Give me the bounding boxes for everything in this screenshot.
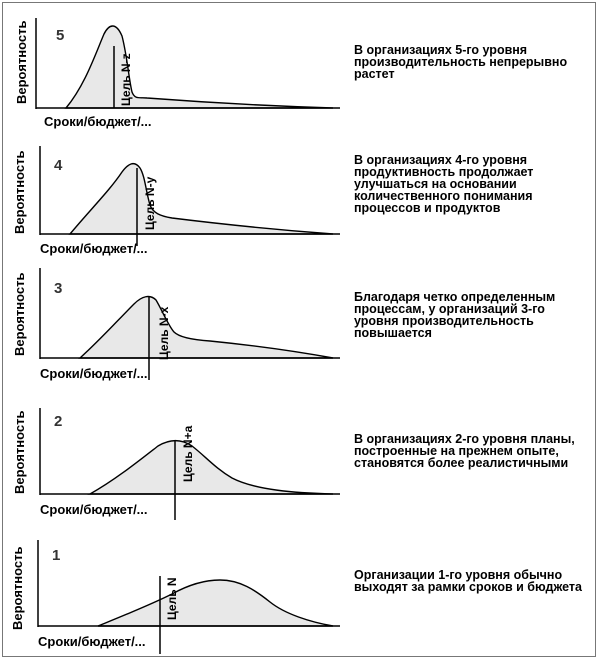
description-level-1: Организации 1-го уровня обычно выходят з… — [354, 568, 583, 594]
goal-label-2: Цель N+a — [181, 425, 195, 482]
panel-level-3: 3 Вероятность Сроки/бюджет/... Цель N-x — [12, 268, 340, 381]
y-axis-label-1: Вероятность — [10, 547, 25, 631]
x-axis-label-2: Сроки/бюджет/... — [40, 502, 148, 517]
goal-label-1: Цель N — [165, 577, 179, 620]
level-number-2: 2 — [54, 413, 62, 430]
level-number-4: 4 — [54, 157, 63, 174]
x-axis-label-3: Сроки/бюджет/... — [40, 366, 148, 381]
goal-label-4: Цель N-y — [143, 176, 157, 230]
x-axis-label-4: Сроки/бюджет/... — [40, 241, 148, 256]
x-axis-label-1: Сроки/бюджет/... — [38, 634, 146, 649]
goal-label-5: Цель N-z — [119, 53, 133, 106]
description-level-2: В организациях 2-го уровня планы, постро… — [354, 432, 575, 470]
panel-level-4: 4 Вероятность Сроки/бюджет/... Цель N-y — [12, 146, 340, 256]
distribution-curve-3 — [78, 295, 334, 359]
y-axis-label-3: Вероятность — [12, 273, 27, 357]
y-axis-label-2: Вероятность — [12, 411, 27, 495]
description-level-5: В организациях 5-го уровня производитель… — [354, 43, 568, 81]
distribution-curve-5 — [64, 25, 334, 109]
y-axis-label-5: Вероятность — [14, 21, 29, 105]
panel-level-5: 5 Вероятность Сроки/бюджет/... Цель N-z — [14, 18, 340, 129]
y-axis-label-4: Вероятность — [12, 151, 27, 235]
level-number-5: 5 — [56, 27, 64, 44]
distribution-curve-1 — [97, 579, 334, 627]
panel-level-2: 2 Вероятность Сроки/бюджет/... Цель N+a — [12, 408, 340, 520]
panel-level-1: 1 Вероятность Сроки/бюджет/... Цель N — [10, 540, 340, 654]
goal-label-3: Цель N-x — [157, 306, 171, 360]
level-number-3: 3 — [54, 280, 62, 297]
distribution-curve-4 — [68, 162, 334, 235]
description-level-3: Благодаря четко определенным процессам, … — [354, 290, 556, 340]
distribution-curve-2 — [87, 440, 334, 495]
description-level-4: В организациях 4-го уровня продуктивност… — [354, 153, 534, 215]
level-number-1: 1 — [52, 547, 60, 564]
x-axis-label-5: Сроки/бюджет/... — [44, 114, 152, 129]
